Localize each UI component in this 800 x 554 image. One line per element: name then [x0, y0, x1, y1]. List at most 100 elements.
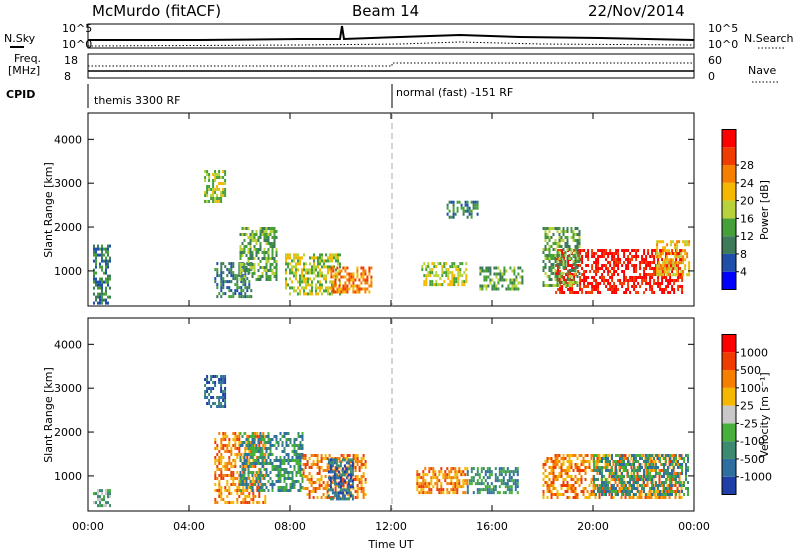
- velocity-cell: [299, 465, 302, 468]
- power-cell: [301, 268, 303, 272]
- power-cell: [289, 262, 291, 266]
- velocity-cell: [263, 441, 266, 444]
- velocity-cell: [99, 498, 101, 502]
- velocity-cell: [685, 478, 687, 481]
- velocity-cell: [329, 461, 332, 465]
- velocity-cell: [344, 481, 347, 484]
- velocity-cell: [362, 454, 365, 457]
- power-cell: [572, 263, 575, 266]
- velocity-cell: [452, 482, 455, 486]
- velocity-cell: [572, 490, 575, 493]
- velocity-cell: [486, 491, 489, 495]
- velocity-cell: [548, 457, 551, 460]
- velocity-cell: [574, 475, 577, 478]
- power-cell: [565, 273, 568, 276]
- velocity-cell: [224, 393, 227, 396]
- velocity-cell: [212, 387, 215, 390]
- velocity-cell: [674, 460, 677, 463]
- power-cell: [665, 285, 668, 288]
- velocity-cell: [597, 469, 599, 472]
- velocity-cell: [622, 457, 625, 460]
- power-cell: [101, 265, 103, 269]
- velocity-cell: [297, 435, 300, 438]
- velocity-cell: [656, 496, 659, 499]
- velocity-cell: [624, 496, 627, 499]
- power-cell: [216, 194, 219, 197]
- velocity-cell: [564, 484, 567, 487]
- power-cell: [101, 298, 103, 302]
- velocity-cell: [601, 490, 603, 493]
- velocity-cell: [603, 481, 605, 484]
- velocity-cell: [232, 471, 235, 474]
- power-cell: [265, 266, 268, 269]
- velocity-cell: [554, 487, 557, 490]
- velocity-cell: [245, 444, 248, 447]
- velocity-cell: [360, 463, 363, 466]
- power-cell: [558, 227, 561, 230]
- velocity-cell: [572, 496, 575, 499]
- power-cell: [212, 173, 215, 176]
- power-cell: [429, 268, 432, 272]
- power-cell: [664, 249, 667, 253]
- power-cell: [265, 239, 268, 242]
- power-cell: [228, 295, 231, 299]
- velocity-cell: [599, 490, 601, 493]
- velocity-cell: [546, 496, 549, 499]
- velocity-cell: [295, 462, 298, 465]
- power-cell: [581, 267, 584, 270]
- velocity-cell: [446, 473, 449, 477]
- velocity-cell: [347, 491, 350, 495]
- power-cell: [662, 261, 665, 265]
- velocity-cell: [542, 484, 545, 487]
- velocity-cell: [628, 496, 631, 499]
- velocity-cell: [595, 478, 597, 481]
- power-cell: [429, 280, 432, 284]
- velocity-cell: [508, 488, 511, 492]
- power-cell: [653, 273, 656, 276]
- velocity-cell: [362, 496, 365, 499]
- power-cell: [346, 284, 349, 288]
- power-cell: [319, 289, 321, 293]
- velocity-cell: [621, 472, 623, 475]
- velocity-cell: [224, 474, 227, 477]
- power-cell: [552, 248, 555, 251]
- velocity-colorbar-tick-label: -1000: [740, 471, 772, 484]
- power-cell: [637, 282, 640, 285]
- velocity-cell: [304, 454, 307, 457]
- velocity-cell: [316, 454, 319, 457]
- velocity-cell: [500, 473, 503, 477]
- velocity-cell: [544, 463, 547, 466]
- power-cell: [577, 255, 580, 258]
- velocity-cell: [582, 460, 585, 463]
- power-cell: [591, 285, 594, 288]
- velocity-cell: [214, 384, 217, 387]
- power-cell: [447, 268, 450, 272]
- velocity-cell: [468, 479, 471, 483]
- power-cell: [576, 257, 579, 260]
- velocity-cell: [470, 482, 473, 486]
- velocity-cell: [257, 477, 260, 480]
- y-tick-label: 3000: [54, 177, 82, 190]
- power-cell: [342, 287, 345, 291]
- power-cell: [566, 248, 569, 251]
- power-cell: [688, 264, 691, 268]
- power-cell: [247, 272, 250, 275]
- velocity-cell: [572, 454, 575, 457]
- velocity-cell: [615, 487, 617, 490]
- velocity-cell: [220, 444, 223, 447]
- velocity-cell: [228, 444, 231, 447]
- power-cell: [513, 269, 516, 273]
- velocity-cell: [418, 485, 421, 489]
- velocity-cell: [490, 482, 493, 486]
- velocity-cell: [512, 479, 515, 483]
- power-cell: [216, 271, 219, 275]
- power-cell: [658, 252, 661, 256]
- power-cell: [433, 283, 436, 287]
- velocity-cell: [354, 460, 357, 463]
- velocity-cell: [512, 473, 515, 477]
- velocity-cell: [635, 481, 637, 484]
- power-cell: [435, 274, 438, 278]
- velocity-cell: [244, 465, 247, 468]
- power-cell: [677, 276, 680, 279]
- velocity-cell: [490, 470, 493, 474]
